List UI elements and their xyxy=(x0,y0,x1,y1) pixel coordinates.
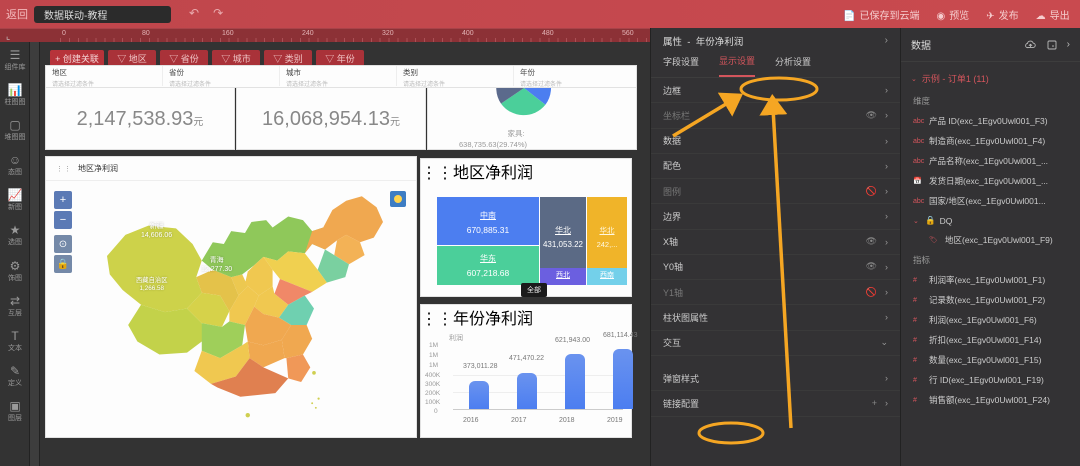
svg-text:家具:: 家具: xyxy=(507,128,524,138)
svg-text:638,735.63(29.74%): 638,735.63(29.74%) xyxy=(459,140,527,149)
